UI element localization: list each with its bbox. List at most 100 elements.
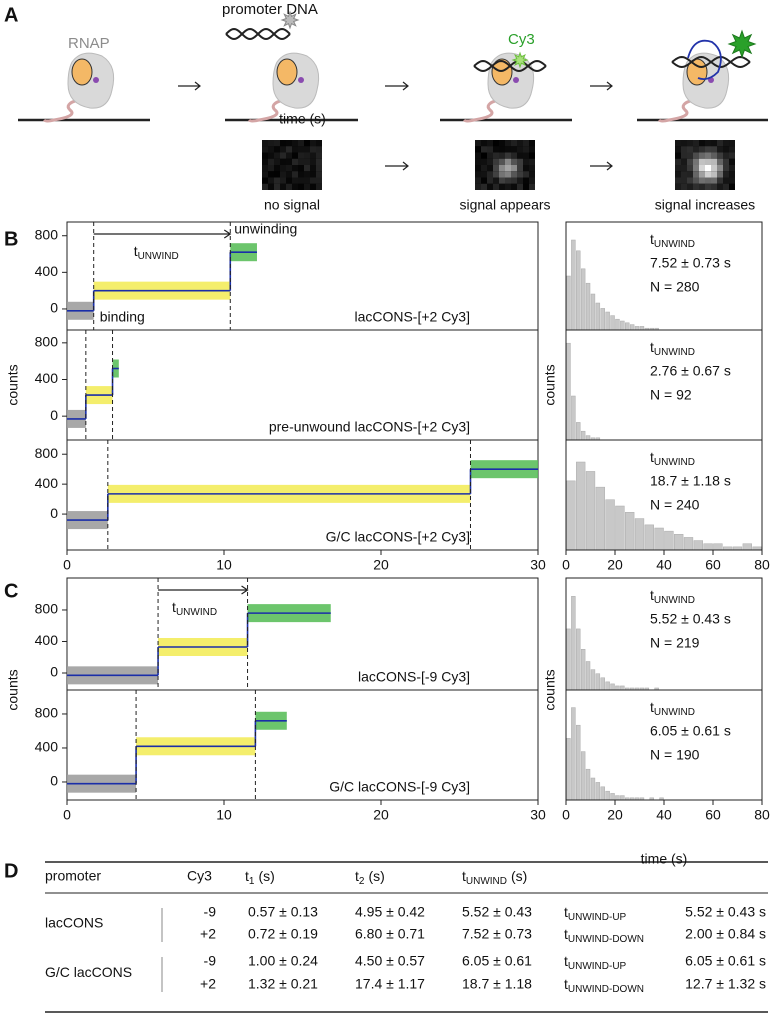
image-pixel <box>705 165 711 172</box>
image-pixel <box>280 183 286 190</box>
hist-bar <box>590 293 596 331</box>
image-pixel <box>481 171 487 178</box>
image-pixel <box>517 165 523 172</box>
image-pixel <box>298 177 304 184</box>
image-pixel <box>729 152 735 159</box>
symbol: t <box>172 599 176 615</box>
symbol: t <box>462 868 466 884</box>
image-pixel <box>268 171 274 178</box>
image-pixel <box>723 158 729 165</box>
hist-bar <box>576 422 581 441</box>
image-pixel <box>699 171 705 178</box>
y-tick-label: 0 <box>50 505 58 521</box>
table-cell: 18.7 ± 1.18 <box>462 976 532 992</box>
cy3-label: Cy3 <box>508 31 535 48</box>
table-cell: 6.80 ± 0.71 <box>355 926 425 942</box>
symbol: t <box>564 904 568 920</box>
image-pixel <box>723 165 729 172</box>
image-pixel <box>505 183 511 190</box>
image-pixel <box>529 165 535 172</box>
image-pixel <box>511 177 517 184</box>
hist-bar <box>571 395 576 441</box>
image-pixel <box>699 158 705 165</box>
arrow <box>590 81 613 91</box>
column-header: promoter <box>45 868 101 884</box>
panel-label: C <box>4 580 18 602</box>
hist-bar <box>571 707 576 801</box>
image-pixel <box>511 171 517 178</box>
hist-bar <box>566 628 571 691</box>
subscript: UNWIND <box>654 239 695 250</box>
x-tick-label: 0 <box>562 557 570 573</box>
image-pixel <box>675 158 681 165</box>
x-tick-label: 0 <box>63 557 71 573</box>
table-cell: +2 <box>200 976 216 992</box>
image-pixel <box>693 152 699 159</box>
image-pixel <box>292 152 298 159</box>
y-tick-label: 800 <box>35 705 59 721</box>
image-caption: signal appears <box>459 197 550 213</box>
image-pixel <box>286 183 292 190</box>
y-axis-label: counts <box>5 669 21 710</box>
image-pixel <box>505 140 511 147</box>
image-pixel <box>475 140 481 147</box>
table-label: tUNWIND-UP <box>564 953 627 972</box>
stat-n: N = 219 <box>650 635 700 651</box>
image-pixel <box>717 140 723 147</box>
image-pixel <box>505 146 511 153</box>
subscript: UNWIND <box>654 457 695 468</box>
column-header: tUNWIND (s) <box>462 868 527 887</box>
image-pixel <box>517 171 523 178</box>
image-pixel <box>487 140 493 147</box>
image-pixel <box>717 146 723 153</box>
image-pixel <box>711 146 717 153</box>
image-pixel <box>298 146 304 153</box>
image-pixel <box>523 165 529 172</box>
hist-bar <box>654 527 664 551</box>
y-tick-label: 400 <box>35 263 59 279</box>
hist-bar <box>615 685 620 691</box>
image-pixel <box>274 146 280 153</box>
hist-bar <box>576 250 581 331</box>
image-pixel <box>268 140 274 147</box>
image-caption: signal increases <box>655 197 755 213</box>
image-pixel <box>499 158 505 165</box>
y-axis-label: counts <box>542 364 558 405</box>
arrow <box>178 81 201 91</box>
image-pixel <box>523 171 529 178</box>
image-pixel <box>505 165 511 172</box>
image-pixel <box>499 171 505 178</box>
image-pixel <box>529 140 535 147</box>
hist-bar <box>566 275 571 331</box>
image-pixel <box>262 152 268 159</box>
image-pixel <box>316 146 322 153</box>
x-tick-label: 40 <box>656 807 672 823</box>
image-pixel <box>717 177 723 184</box>
x-tick-label: 80 <box>754 807 770 823</box>
x-tick-label: 30 <box>530 807 546 823</box>
image-pixel <box>705 146 711 153</box>
arrow <box>590 161 613 171</box>
unit: (s) <box>368 868 384 884</box>
hist-bar <box>571 239 576 331</box>
image-pixel <box>717 183 723 190</box>
image-pixel <box>298 165 304 172</box>
image-pixel <box>481 152 487 159</box>
hist-bar <box>615 505 625 551</box>
image-pixel <box>729 165 735 172</box>
image-pixel <box>505 171 511 178</box>
table-cell: 0.57 ± 0.13 <box>248 904 318 920</box>
image-pixel <box>729 171 735 178</box>
event-label: unwinding <box>234 221 297 237</box>
image-pixel <box>711 183 717 190</box>
image-pixel <box>729 146 735 153</box>
image-pixel <box>316 165 322 172</box>
y-tick-label: 400 <box>35 739 59 755</box>
rnap-site <box>93 77 99 83</box>
image-pixel <box>487 177 493 184</box>
hist-bar <box>576 628 581 691</box>
image-pixel <box>274 165 280 172</box>
table-cell: 5.52 ± 0.43 s <box>685 904 766 920</box>
subscript: UNWIND <box>654 347 695 358</box>
image-pixel <box>304 140 310 147</box>
